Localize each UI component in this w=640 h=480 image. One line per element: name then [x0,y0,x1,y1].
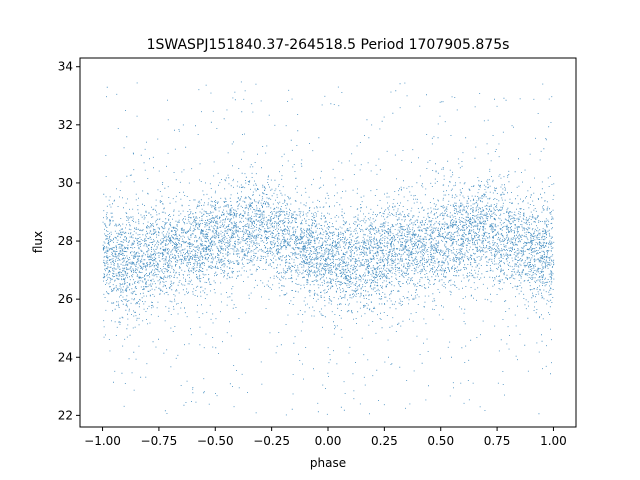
y-tick-label: 32 [58,118,73,132]
x-tick-label: 0.25 [371,434,398,448]
y-tick-label: 26 [58,292,73,306]
y-tick-label: 22 [58,408,73,422]
y-tick-label: 24 [58,350,73,364]
x-axis-label: phase [310,456,346,470]
y-tick-label: 30 [58,176,73,190]
x-axis: −1.00 −0.75 −0.50 −0.25 0.00 0.25 0.50 0.75 1.00 [84,427,567,448]
x-tick-label: −0.50 [197,434,234,448]
x-tick-label: 0.00 [315,434,342,448]
x-tick-label: 0.50 [427,434,454,448]
y-tick-label: 34 [58,60,73,74]
x-tick-label: 1.00 [540,434,567,448]
y-axis-label: flux [31,231,45,253]
x-tick-label: −0.75 [141,434,178,448]
y-tick-label: 28 [58,234,73,248]
x-tick-label: −0.25 [253,434,290,448]
chart-title: 1SWASPJ151840.37-264518.5 Period 1707905… [147,37,510,53]
x-tick-label: 0.75 [484,434,511,448]
y-axis: 22 24 26 28 30 32 34 [58,60,80,422]
x-tick-label: −1.00 [84,434,121,448]
